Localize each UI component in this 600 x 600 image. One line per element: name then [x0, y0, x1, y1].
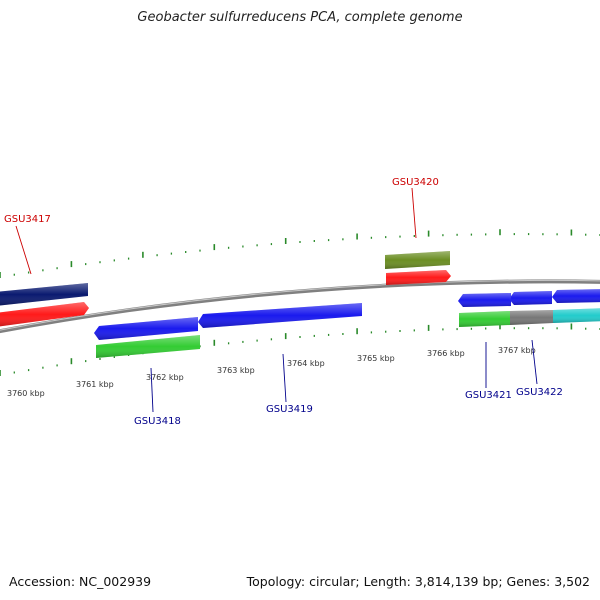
feature-shade — [459, 311, 510, 327]
scale-label: 3763 kbp — [217, 366, 255, 375]
feature-shade — [458, 293, 511, 307]
genome-backbone-highlight — [0, 279, 600, 331]
scale-label: 3764 kbp — [287, 359, 325, 368]
leader-lines — [15, 187, 538, 413]
feature-shade — [509, 291, 552, 305]
scale-labels: 3760 kbp 3761 kbp 3762 kbp 3763 kbp 3764… — [7, 346, 536, 398]
genome-summary: Topology: circular; Length: 3,814,139 bp… — [246, 574, 590, 589]
map-title: Geobacter sulfurreducens PCA, complete g… — [137, 10, 463, 25]
gene-labels: GSU3417 GSU3420 GSU3418 GSU3419 GSU3421 … — [4, 177, 563, 427]
scale-label: 3761 kbp — [76, 380, 114, 389]
gene-label[interactable]: GSU3419 — [266, 404, 313, 415]
feature-shade — [510, 310, 553, 325]
feature-shade — [198, 303, 362, 328]
gene-label[interactable]: GSU3420 — [392, 177, 439, 188]
feature-shade — [94, 317, 198, 340]
feature-shade — [386, 270, 451, 285]
genome-backbone — [0, 279, 600, 334]
gene-feature-shading — [0, 251, 600, 358]
scale-label: 3766 kbp — [427, 349, 465, 358]
feature-shade — [385, 251, 450, 269]
scale-label: 3762 kbp — [146, 373, 184, 382]
gene-label[interactable]: GSU3418 — [134, 416, 181, 427]
scale-label: 3760 kbp — [7, 389, 45, 398]
accession-text: Accession: NC_002939 — [9, 574, 152, 589]
feature-shade — [96, 335, 200, 358]
gene-label[interactable]: GSU3422 — [516, 387, 563, 398]
scale-label: 3767 kbp — [498, 346, 536, 355]
gene-label[interactable]: GSU3421 — [465, 390, 512, 401]
feature-shade — [553, 308, 600, 323]
feature-shade — [0, 283, 88, 306]
feature-shade — [0, 302, 89, 327]
gene-label[interactable]: GSU3417 — [4, 214, 51, 225]
feature-shade — [552, 289, 600, 303]
scale-label: 3765 kbp — [357, 354, 395, 363]
outer-tick-ring — [0, 229, 600, 278]
inner-tick-ring — [0, 323, 600, 376]
